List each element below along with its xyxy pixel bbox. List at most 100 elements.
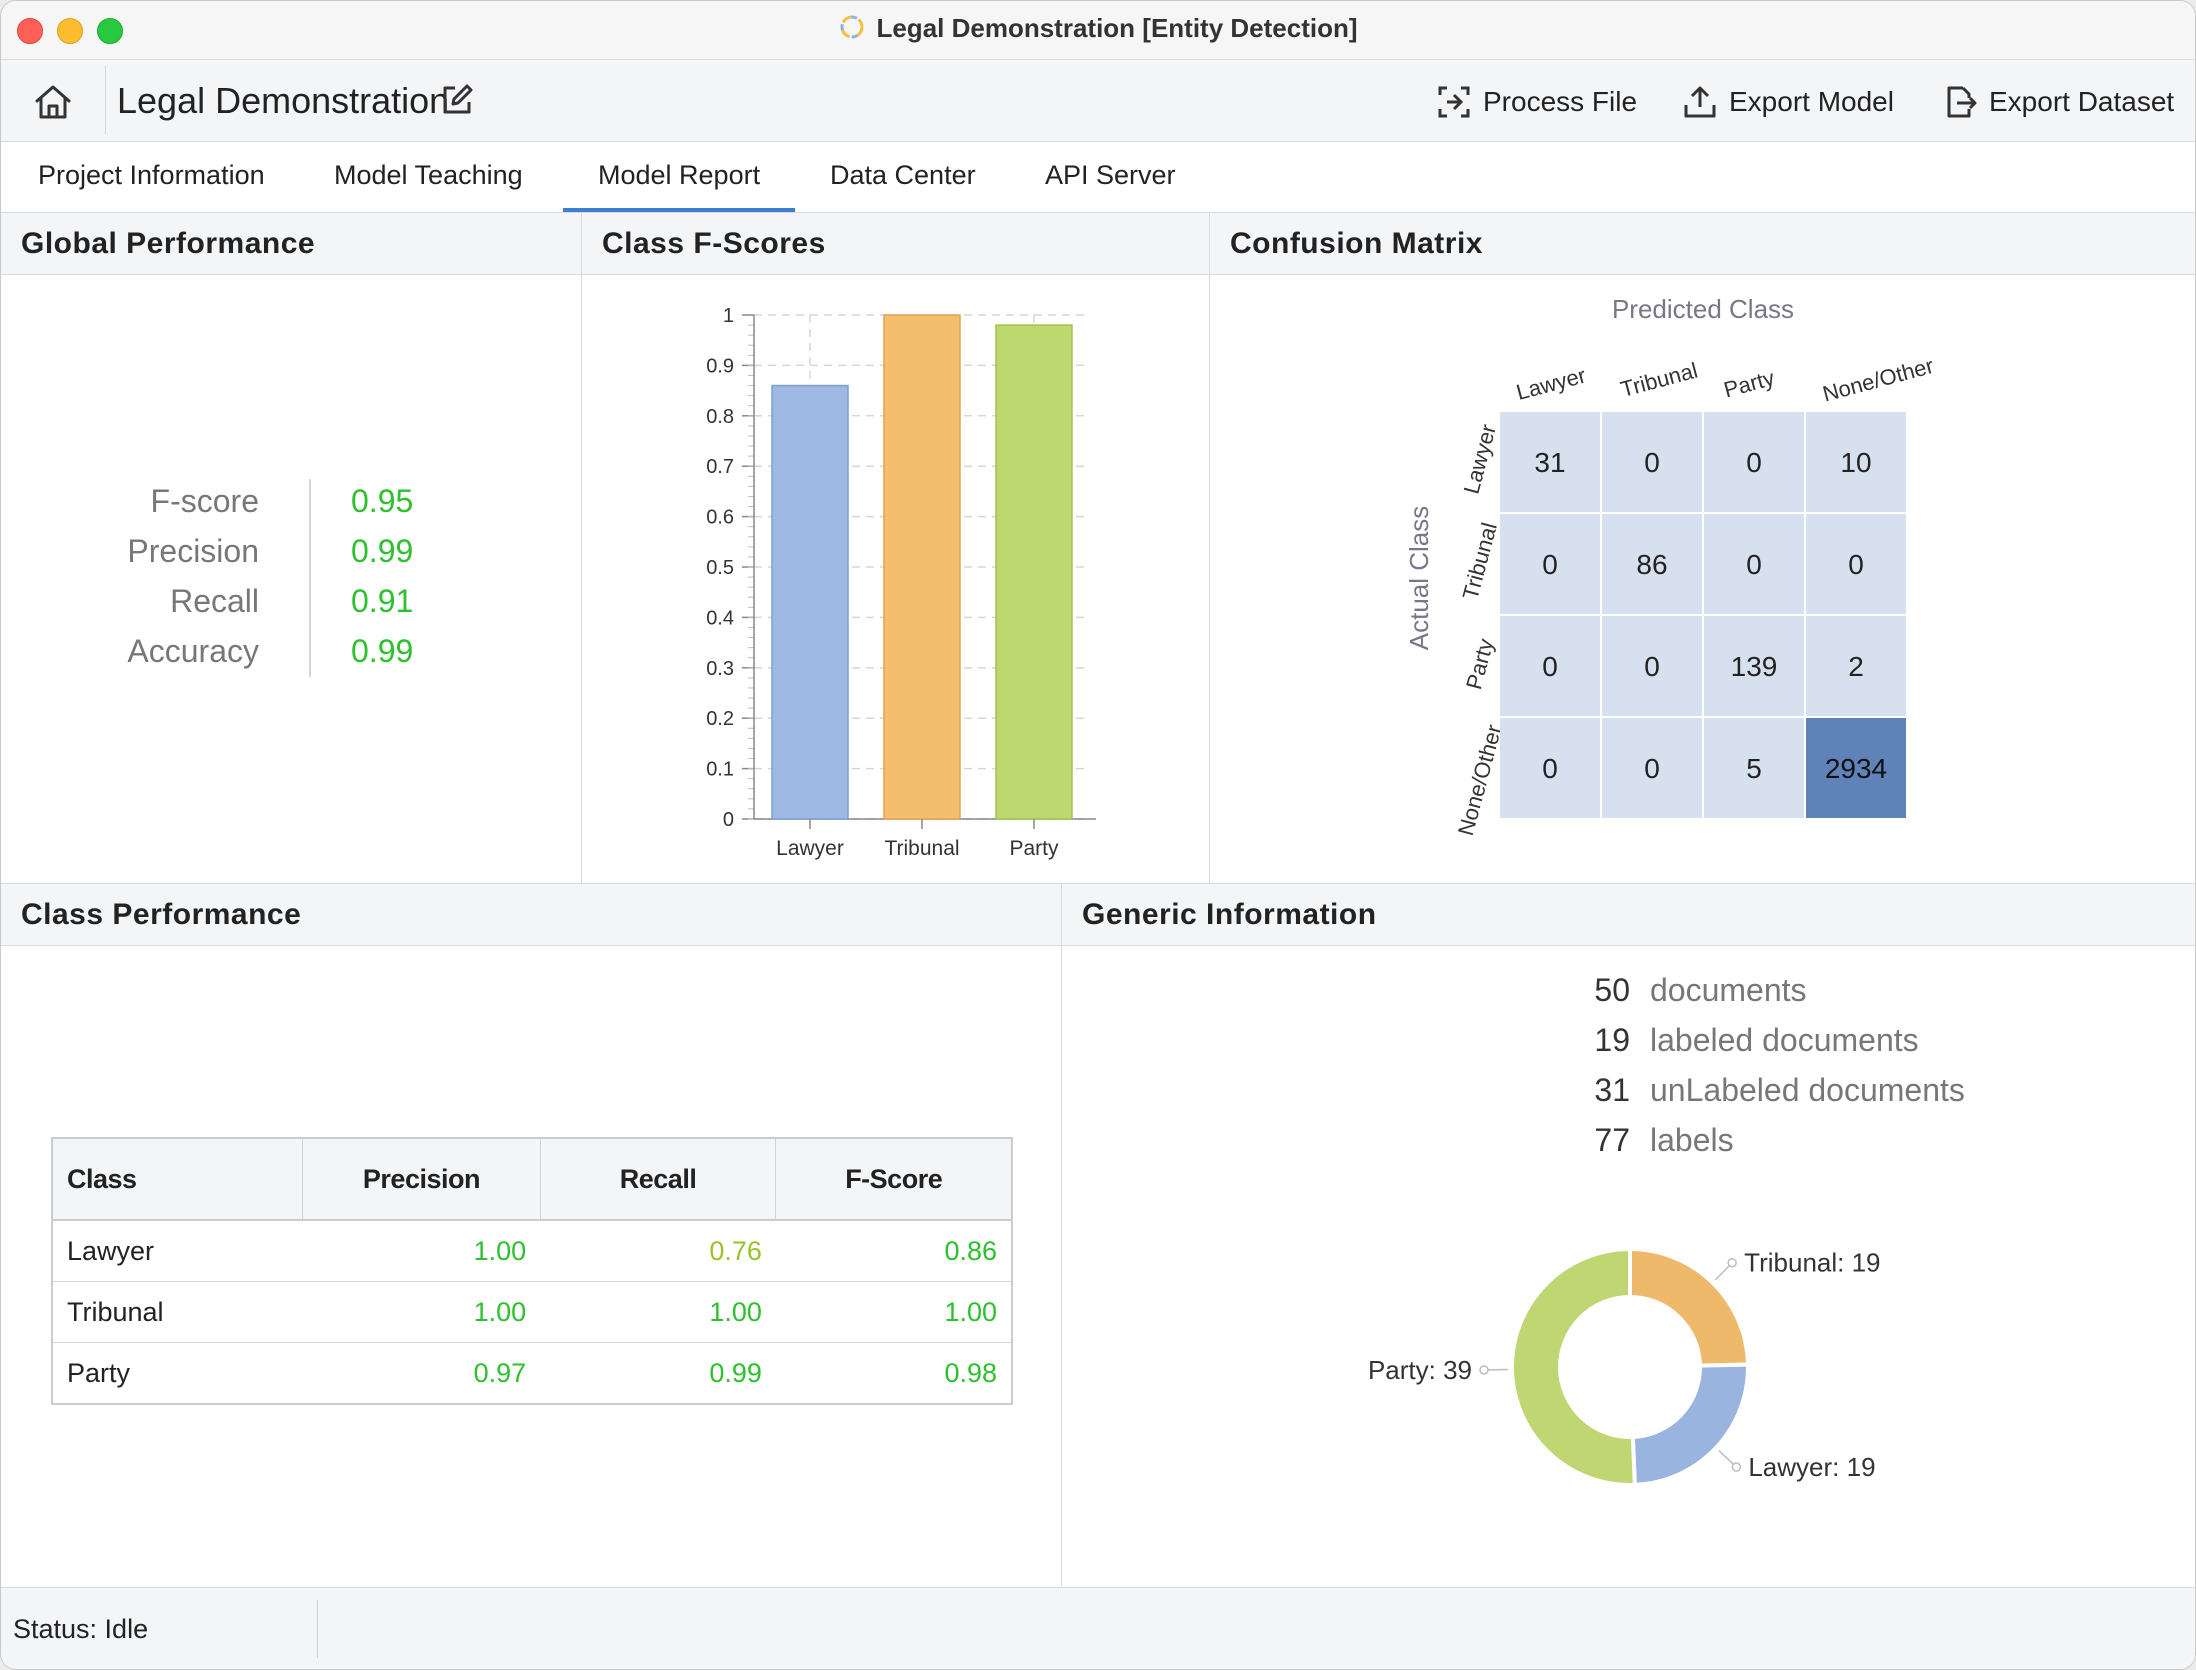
predicted-class-label: Predicted Class: [1612, 294, 1794, 324]
x-tick-label: Lawyer: [776, 837, 844, 860]
stat-label-documents: documents: [1650, 972, 1807, 1008]
cm-value: 139: [1731, 651, 1778, 682]
status-separator: [317, 1600, 318, 1658]
y-tick-label: 0: [723, 809, 734, 831]
donut-slice: [1630, 1362, 1750, 1487]
cm-cell: [1704, 412, 1804, 512]
export-dataset-button[interactable]: Export Dataset: [1943, 82, 2174, 122]
cm-value: 2934: [1825, 753, 1887, 784]
tab-model-report[interactable]: Model Report: [598, 160, 761, 190]
cell-fscore: 0.86: [775, 1220, 1012, 1282]
column-header-fscore[interactable]: F-Score: [775, 1138, 1012, 1221]
home-icon: [35, 85, 71, 119]
cm-value: 86: [1636, 549, 1667, 580]
toolbar-separator: [105, 66, 106, 134]
cm-value: 0: [1644, 753, 1660, 784]
edit-icon: [443, 84, 473, 114]
active-tab-indicator: [563, 208, 795, 212]
cm-cell-highlight: [1806, 718, 1906, 818]
metric-value-recall: 0.91: [351, 583, 414, 619]
cell-class: Tribunal: [52, 1281, 303, 1343]
column-header-precision[interactable]: Precision: [302, 1138, 541, 1221]
y-tick-label: 0.3: [706, 658, 734, 680]
tab-model-teaching[interactable]: Model Teaching: [334, 160, 523, 190]
project-name: Legal Demonstration: [117, 80, 450, 121]
y-tick-label: 0.7: [706, 456, 734, 478]
cm-value: 10: [1840, 447, 1871, 478]
cell-recall: 0.76: [540, 1220, 776, 1282]
confusion-matrix-panel: Confusion Matrix Predicted Class Actual …: [1210, 213, 2195, 884]
bar-party: [995, 324, 1073, 820]
cm-cell: [1500, 412, 1600, 512]
metric-label-accuracy: Accuracy: [127, 633, 259, 669]
table-row[interactable]: Party 0.97 0.99 0.98: [52, 1343, 1012, 1405]
stat-count-documents: 50: [1594, 972, 1630, 1008]
export-file-icon: [1947, 86, 1977, 118]
y-tick-label: 0.2: [706, 708, 734, 730]
slice-leader-dot: [1731, 1462, 1742, 1472]
cm-cell: [1806, 514, 1906, 614]
cm-value: 0: [1644, 651, 1660, 682]
class-performance-title: Class Performance: [1, 884, 1061, 946]
cm-cell: [1602, 718, 1702, 818]
metric-label-precision: Precision: [127, 533, 259, 569]
y-tick-label: 0.9: [706, 355, 734, 377]
cell-precision: 1.00: [302, 1281, 541, 1343]
edit-project-name-button[interactable]: [439, 82, 475, 123]
tab-data-center[interactable]: Data Center: [830, 160, 976, 190]
cell-class: Party: [67, 1357, 131, 1388]
cm-value: 0: [1644, 447, 1660, 478]
bar-lawyer: [771, 384, 849, 820]
column-header-recall[interactable]: Recall: [540, 1138, 777, 1221]
table-header-row: Class Precision Recall F-Score: [52, 1138, 1012, 1221]
cm-value: 31: [1534, 447, 1565, 478]
export-model-button[interactable]: Export Model: [1683, 82, 1894, 122]
status-bar: Status: Idle: [1, 1587, 2195, 1669]
table-row[interactable]: Tribunal 1.00 1.00 1.00: [52, 1281, 1012, 1343]
metric-value-accuracy: 0.99: [351, 633, 414, 669]
cm-value: 5: [1746, 753, 1762, 784]
x-tick-label: Tribunal: [884, 837, 959, 860]
table-row[interactable]: Lawyer 1.00 0.76 0.86: [52, 1220, 1012, 1282]
donut-slice: [1510, 1246, 1637, 1487]
cm-value: 0: [1746, 447, 1762, 478]
actual-class-label: Actual Class: [1404, 506, 1434, 651]
cm-value: 0: [1746, 549, 1762, 580]
global-performance-panel: Global Performance F-score Precision Rec…: [1, 213, 582, 884]
cm-row-label-lawyer: Lawyer: [1459, 422, 1502, 497]
home-button[interactable]: [31, 82, 75, 122]
cm-col-label-none-other: None/Other: [1820, 353, 1936, 407]
label-distribution-chart: Tribunal: 19 Lawyer: 19 Party: 39: [1368, 1246, 1881, 1487]
export-model-label: Export Model: [1729, 86, 1894, 117]
window-title-wrap: Legal Demonstration [Entity Detection]: [1, 13, 2195, 48]
tab-api-server[interactable]: API Server: [1045, 160, 1176, 190]
zoom-window-button[interactable]: [97, 18, 123, 44]
cm-value: 0: [1542, 651, 1558, 682]
cm-value: 0: [1848, 549, 1864, 580]
y-tick-label: 0.6: [706, 507, 734, 529]
confusion-matrix-title: Confusion Matrix: [1210, 213, 2195, 275]
tab-project-information[interactable]: Project Information: [38, 160, 265, 190]
x-tick-label: Party: [1009, 837, 1059, 860]
stat-count-unlabeled: 31: [1594, 1072, 1630, 1108]
y-tick-label: 1: [723, 305, 734, 327]
cm-cell: [1806, 616, 1906, 716]
cm-col-label-party: Party: [1721, 365, 1777, 402]
cm-cell: [1704, 514, 1804, 614]
cm-row-label-none-other: None/Other: [1453, 722, 1507, 838]
cm-value: 0: [1542, 753, 1558, 784]
minimize-window-button[interactable]: [57, 18, 83, 44]
generic-information-title: Generic Information: [1062, 884, 2195, 946]
stat-count-labeled: 19: [1594, 1022, 1630, 1058]
metric-value-fscore: 0.95: [351, 483, 414, 519]
window-title: Legal Demonstration [Entity Detection]: [876, 13, 1358, 43]
cell-fscore: 0.98: [944, 1357, 997, 1388]
cm-cell: [1500, 514, 1600, 614]
column-header-class[interactable]: Class: [52, 1138, 304, 1221]
close-window-button[interactable]: [17, 18, 43, 44]
stat-label-unlabeled: unLabeled documents: [1650, 1072, 1965, 1108]
process-file-button[interactable]: Process File: [1437, 82, 1637, 122]
donut-slice: [1628, 1246, 1751, 1368]
generic-information-panel: Generic Information 50 documents 19 labe…: [1062, 884, 2195, 1586]
